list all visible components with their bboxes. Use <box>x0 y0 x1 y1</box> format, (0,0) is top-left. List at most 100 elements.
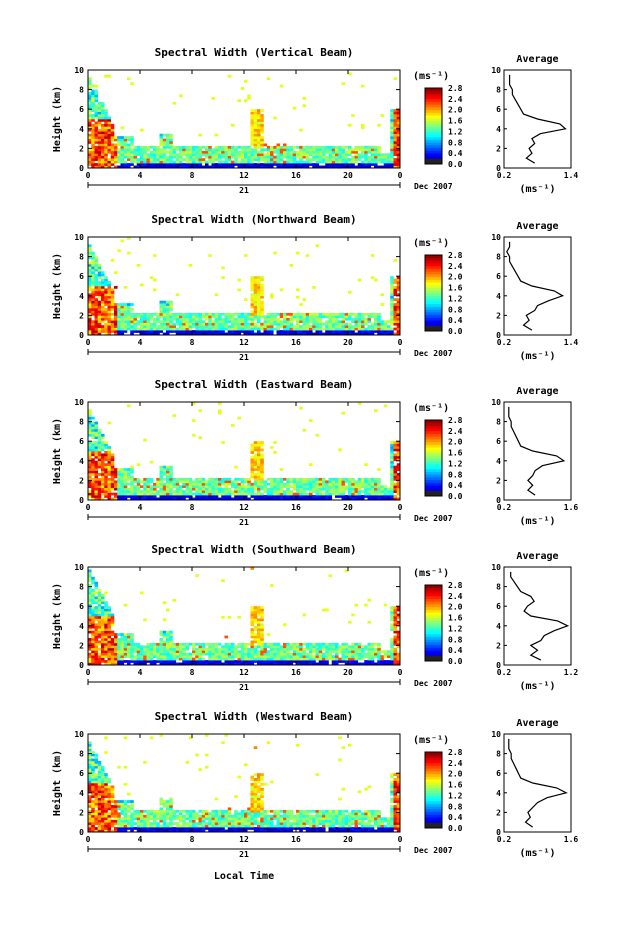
heatmap-cell <box>374 158 378 161</box>
heatmap-cell <box>319 660 323 663</box>
heatmap-cell <box>332 490 336 493</box>
heatmap-cell <box>342 483 346 486</box>
colorbar-swatch <box>425 309 442 312</box>
heatmap-cell <box>104 315 108 318</box>
heatmap-cell <box>111 650 115 653</box>
heatmap-cell <box>88 306 92 309</box>
heatmap-cell <box>381 485 385 488</box>
heatmap-cell <box>169 645 173 648</box>
heatmap-cell <box>101 601 105 604</box>
heatmap-cell <box>101 466 105 469</box>
heatmap-cell <box>394 77 398 80</box>
colorbar-swatch <box>425 482 442 485</box>
heatmap-cell <box>147 323 151 326</box>
heatmap-cell <box>88 569 92 572</box>
heatmap-cell <box>251 606 255 609</box>
heatmap-cell <box>111 483 115 486</box>
heatmap-cell <box>140 328 144 331</box>
heatmap-cell <box>277 490 281 493</box>
heatmap-cell <box>215 493 219 496</box>
heatmap-cell <box>108 144 112 147</box>
heatmap-cell <box>199 409 203 412</box>
heatmap-cell <box>208 254 212 257</box>
heatmap-cell <box>342 643 346 646</box>
heatmap-cell <box>108 655 112 658</box>
heatmap-cell <box>134 490 138 493</box>
heatmap-cell <box>387 495 391 498</box>
heatmap-cell <box>101 611 105 614</box>
heatmap-cell <box>267 660 271 663</box>
heatmap-cell <box>88 763 92 766</box>
heatmap-cell <box>98 303 102 306</box>
heatmap-cell <box>254 126 258 129</box>
x-tick-label: 16 <box>291 338 301 347</box>
heatmap-cell <box>390 446 394 449</box>
colorbar-swatch <box>425 466 442 469</box>
heatmap-cell <box>215 655 219 658</box>
heatmap-cell <box>299 660 303 663</box>
heatmap-cell <box>280 660 284 663</box>
heatmap-cell <box>95 587 99 590</box>
heatmap-cell <box>374 330 378 333</box>
heatmap-cell <box>108 453 112 456</box>
heatmap-cell <box>325 146 329 149</box>
heatmap-cell <box>306 483 310 486</box>
heatmap-cell <box>134 480 138 483</box>
heatmap-cell <box>293 313 297 316</box>
heatmap-cell <box>137 151 141 154</box>
heatmap-cell <box>88 134 92 137</box>
heatmap-cell <box>238 655 242 658</box>
heatmap-cell <box>296 151 300 154</box>
heatmap-cell <box>101 478 105 481</box>
heatmap-cell <box>329 161 333 164</box>
heatmap-cell <box>114 148 118 151</box>
heatmap-cell <box>101 645 105 648</box>
heatmap-cell <box>338 325 342 328</box>
heatmap-cell <box>101 315 105 318</box>
heatmap-cell <box>212 655 216 658</box>
heatmap-cell <box>260 315 264 318</box>
heatmap-cell <box>121 655 125 658</box>
heatmap-cell <box>390 141 394 144</box>
heatmap-cell <box>361 480 365 483</box>
average-profile-line <box>509 407 564 495</box>
heatmap-cell <box>244 315 248 318</box>
heatmap-cell <box>192 645 196 648</box>
heatmap-cell <box>280 163 284 166</box>
heatmap-cell <box>88 628 92 631</box>
heatmap-cell <box>364 655 368 658</box>
heatmap-cell <box>169 468 173 471</box>
heatmap-cell <box>101 271 105 274</box>
heatmap-cell <box>221 650 225 653</box>
heatmap-cell <box>348 124 352 127</box>
heatmap-cell <box>348 313 352 316</box>
heatmap-cell <box>215 151 219 154</box>
heatmap-cell <box>260 328 264 331</box>
heatmap-cell <box>267 653 271 656</box>
heatmap-cell <box>101 139 105 142</box>
heatmap-cell <box>117 306 121 309</box>
heatmap-cell <box>98 626 102 629</box>
heatmap-cell <box>143 645 147 648</box>
x-tick-label: 20 <box>343 668 353 677</box>
heatmap-cell <box>95 463 99 466</box>
heatmap-cell <box>179 485 183 488</box>
heatmap-cell <box>91 577 95 580</box>
heatmap-cell <box>101 616 105 619</box>
heatmap-cell <box>260 653 264 656</box>
heatmap-cell <box>88 621 92 624</box>
heatmap-cell <box>338 660 342 663</box>
heatmap-cell <box>114 480 118 483</box>
heatmap-cell <box>121 141 125 144</box>
heatmap-cell <box>257 313 261 316</box>
heatmap-cell <box>390 473 394 476</box>
heatmap-cell <box>160 328 164 331</box>
heatmap-cell <box>192 419 196 422</box>
heatmap-cell <box>212 323 216 326</box>
heatmap-cell <box>234 146 238 149</box>
heatmap-cell <box>228 493 232 496</box>
heatmap-cell <box>202 320 206 323</box>
heatmap-cell <box>299 163 303 166</box>
heatmap-cell <box>127 478 131 481</box>
heatmap-cell <box>293 318 297 321</box>
